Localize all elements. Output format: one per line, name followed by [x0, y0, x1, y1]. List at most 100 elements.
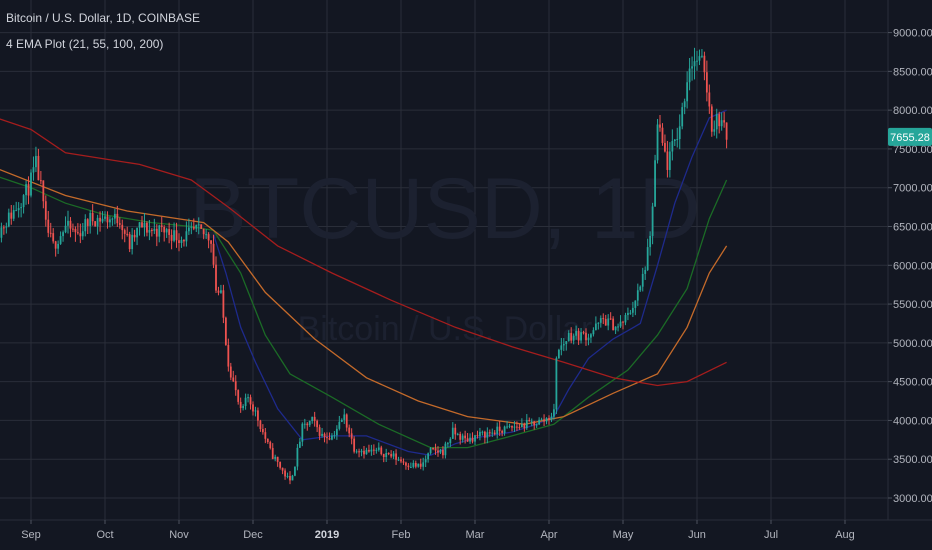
candle-body — [661, 127, 664, 143]
candle-body — [311, 416, 314, 421]
candle-body — [205, 234, 208, 236]
candle-body — [464, 435, 467, 439]
candle-up — [409, 462, 412, 469]
candle-body — [570, 332, 573, 341]
candle-body — [654, 160, 656, 207]
candle-up — [173, 222, 175, 243]
candle-body — [252, 404, 254, 412]
candle-body — [538, 419, 541, 425]
candle-body — [187, 227, 190, 232]
candle-body — [47, 219, 50, 233]
candle-body — [158, 225, 161, 237]
candle-down — [168, 222, 171, 244]
candle-body — [22, 195, 25, 208]
time-tick-label: Nov — [169, 529, 189, 541]
candle-down — [661, 123, 664, 146]
candle-down — [279, 461, 282, 470]
candle-up — [668, 142, 671, 178]
candle-down — [577, 328, 580, 345]
candle-body — [511, 425, 513, 428]
candle-up — [634, 300, 637, 316]
price-axis[interactable]: 3000.00 3500.00 4000.00 4500.00 5000.00 5500.… — [888, 28, 932, 505]
candle-down — [609, 312, 612, 321]
candle-down — [91, 204, 94, 226]
chart-symbol-title[interactable]: Bitcoin / U.S. Dollar, 1D, COINBASE — [6, 11, 201, 25]
candle-up — [676, 127, 679, 148]
candle-down — [39, 171, 42, 185]
candle-body — [264, 432, 267, 439]
candle-up — [333, 430, 336, 439]
candle-down — [121, 219, 124, 240]
candle-body — [141, 222, 143, 228]
candle-body — [294, 466, 296, 476]
candle-up — [343, 408, 346, 424]
candle-body — [604, 318, 607, 326]
candle-body — [32, 167, 35, 173]
candle-body — [651, 206, 654, 236]
candle-body — [412, 462, 415, 467]
candle-body — [57, 243, 60, 249]
candle-body — [377, 447, 380, 450]
candle-up — [693, 47, 696, 80]
candle-down — [528, 417, 531, 422]
candle-body — [461, 435, 464, 440]
candle-body — [284, 470, 286, 477]
price-tick-label: 5500.00 — [893, 299, 932, 311]
candle-up — [64, 216, 67, 234]
candle-up — [25, 180, 27, 205]
candle-up — [5, 222, 8, 234]
time-tick-label: Jun — [688, 529, 706, 541]
candle-body — [446, 443, 449, 445]
candle-down — [414, 460, 417, 469]
candle-body — [343, 414, 346, 420]
candle-body — [220, 290, 222, 293]
candle-body — [52, 233, 55, 242]
candle-body — [368, 449, 370, 452]
candle-down — [434, 443, 437, 455]
candles — [0, 47, 728, 485]
candle-up — [607, 314, 610, 331]
candle-body — [705, 72, 708, 93]
candle-body — [528, 419, 531, 422]
candle-up — [671, 129, 674, 161]
candle-body — [84, 219, 87, 232]
candle-body — [419, 463, 422, 467]
candle-down — [207, 232, 210, 249]
candle-down — [128, 231, 131, 253]
candle-body — [397, 459, 400, 461]
candle-down — [664, 134, 666, 153]
candle-body — [20, 207, 23, 209]
price-tick-label: 7000.00 — [893, 183, 932, 195]
candle-body — [691, 66, 693, 69]
indicator-title[interactable]: 4 EMA Plot (21, 55, 100, 200) — [6, 37, 164, 51]
candle-up — [540, 417, 543, 421]
candle-down — [350, 428, 353, 445]
candle-down — [72, 223, 74, 233]
candle-up — [698, 49, 701, 66]
candle-body — [503, 426, 506, 433]
candle-down — [659, 115, 661, 132]
candle-up — [101, 211, 104, 224]
ema-line-ema-200 — [0, 118, 727, 387]
candle-body — [190, 226, 193, 228]
candle-up — [508, 423, 511, 429]
candle-up — [291, 474, 294, 481]
candle-down — [289, 471, 291, 485]
candle-body — [274, 456, 277, 459]
candle-body — [35, 155, 37, 168]
candle-down — [582, 330, 585, 335]
candle-down — [708, 84, 711, 114]
candle-body — [444, 443, 447, 456]
candle-up — [681, 102, 684, 130]
candle-body — [303, 423, 306, 425]
time-axis[interactable]: Sep Oct Nov Dec 2019 Feb Mar Apr May Jun Jul Aug — [21, 520, 855, 541]
candle-body — [247, 397, 249, 399]
candle-down — [395, 449, 397, 465]
candle-up — [365, 447, 368, 455]
candle-body — [715, 114, 718, 130]
candle-body — [703, 55, 706, 73]
candle-up — [496, 422, 499, 439]
candle-body — [619, 321, 622, 327]
candle-body — [577, 330, 580, 341]
